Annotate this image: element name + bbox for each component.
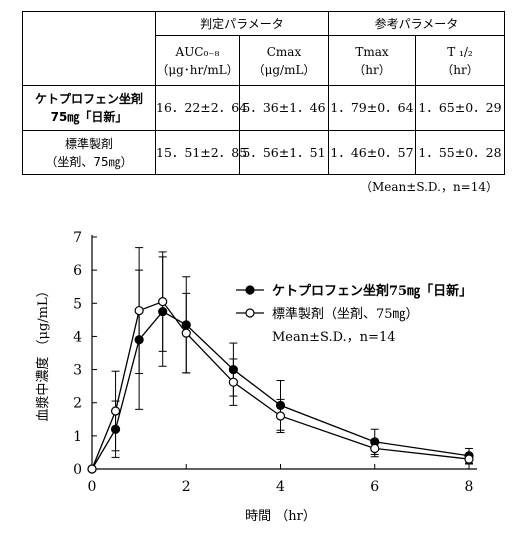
y-tick-label: 4	[73, 329, 82, 345]
data-point	[134, 305, 144, 316]
y-tick-label: 0	[73, 462, 82, 478]
table-cell: 16．22±2．64	[155, 85, 247, 131]
y-tick-label: 5	[73, 296, 82, 312]
x-tick-label: 0	[88, 479, 97, 495]
data-point	[370, 443, 380, 454]
table-cell: 1．55±0．28	[415, 130, 505, 175]
y-tick-label: 6	[73, 263, 82, 279]
data-point	[158, 297, 168, 307]
y-tick-label: 3	[73, 363, 82, 379]
data-point	[275, 411, 286, 421]
table-cell: 1．46±0．57	[328, 130, 416, 175]
table-note: （Mean±S.D.，n=14）	[360, 180, 498, 194]
x-tick-label: 8	[465, 479, 474, 495]
y-tick-label: 1	[73, 429, 82, 445]
table-cell: 1．65±0．29	[415, 85, 505, 131]
data-point	[181, 320, 191, 330]
table-corner-cell	[22, 11, 156, 86]
table-row: ケトプロフェン坐剤 75㎎「日新」 16．22±2．64 5．36±1．46 1．…	[22, 85, 505, 131]
column-header-tmax: Tmax （hr）	[328, 35, 416, 86]
table-cell: 5．36±1．46	[239, 85, 329, 131]
column-header-auc: AUC₀₋₈ （μg･hr/mL）	[155, 35, 240, 86]
x-tick-label: 2	[182, 479, 191, 495]
legend-note: Mean±S.D.，n=14	[272, 330, 396, 345]
y-axis-label: 血漿中濃度 （μg/mL）	[35, 284, 51, 421]
x-axis-label: 時間 （hr）	[245, 509, 316, 524]
y-tick-label: 7	[73, 230, 82, 246]
table-cell: 15．51±2．85	[155, 130, 247, 175]
legend-label: 標準製剤（坐剤、75㎎）	[272, 306, 419, 322]
x-tick-label: 6	[370, 479, 379, 495]
data-point	[228, 364, 238, 375]
legend-label: ケトプロフェン坐剤75㎎「日新」	[272, 283, 472, 300]
data-point	[181, 328, 191, 338]
row-label-reference: 標準製剤 （坐剤、75㎎）	[22, 130, 156, 175]
data-point	[110, 406, 121, 416]
data-point	[87, 464, 97, 474]
x-tick-label: 4	[276, 479, 285, 495]
row-label-test: ケトプロフェン坐剤 75㎎「日新」	[22, 85, 156, 131]
data-point	[158, 306, 168, 317]
legend-marker	[245, 285, 255, 295]
table-cell: 1．79±0．64	[328, 85, 416, 131]
data-point	[464, 454, 474, 464]
data-point	[134, 335, 144, 345]
table-row: 標準製剤 （坐剤、75㎎） 15．51±2．85 5．56±1．51 1．46±0…	[22, 130, 505, 175]
legend-marker	[245, 308, 255, 318]
data-point	[228, 377, 238, 387]
data-point	[110, 424, 121, 434]
table-cell: 5．56±1．51	[239, 130, 329, 175]
column-header-thalf: T ₁/₂ （hr）	[415, 35, 505, 86]
pk-parameter-table: 判定パラメータ 参考パラメータ AUC₀₋₈ （μg･hr/mL） Cmax （μg…	[22, 11, 505, 175]
y-tick-label: 2	[73, 396, 82, 412]
data-point	[275, 400, 286, 410]
